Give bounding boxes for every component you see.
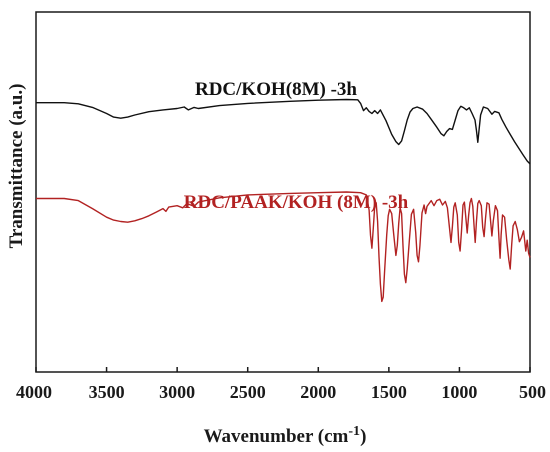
series-lines bbox=[36, 98, 531, 303]
series-label-red: RDC/PAAK/KOH (8M) -3h bbox=[184, 192, 409, 213]
series-line-rdc-koh bbox=[36, 98, 531, 165]
x-tick-label-2500: 2500 bbox=[230, 382, 266, 402]
y-axis-title: Transmittance (a.u.) bbox=[6, 84, 27, 249]
x-axis-title-close: ) bbox=[360, 426, 366, 447]
series-line-rdc-paak-koh bbox=[36, 191, 531, 303]
x-axis-title-superscript: -1 bbox=[348, 424, 360, 439]
x-tick-label-2000: 2000 bbox=[300, 382, 336, 402]
x-tick-label-1500: 1500 bbox=[371, 382, 407, 402]
x-tick-label-500: 500 bbox=[519, 382, 546, 402]
plot-frame bbox=[35, 11, 531, 373]
x-axis-title: Wavenumber (cm-1) bbox=[204, 424, 367, 447]
x-tick-label-3000: 3000 bbox=[159, 382, 195, 402]
x-tick-label-4000: 4000 bbox=[16, 382, 52, 402]
x-tick-label-3500: 3500 bbox=[89, 382, 125, 402]
x-tick-label-1000: 1000 bbox=[441, 382, 477, 402]
x-axis-tick-labels: 4000 3500 3000 2500 2000 1500 1000 500 bbox=[16, 382, 546, 402]
x-axis-ticks bbox=[35, 367, 531, 372]
series-label-black: RDC/KOH(8M) -3h bbox=[195, 79, 357, 100]
